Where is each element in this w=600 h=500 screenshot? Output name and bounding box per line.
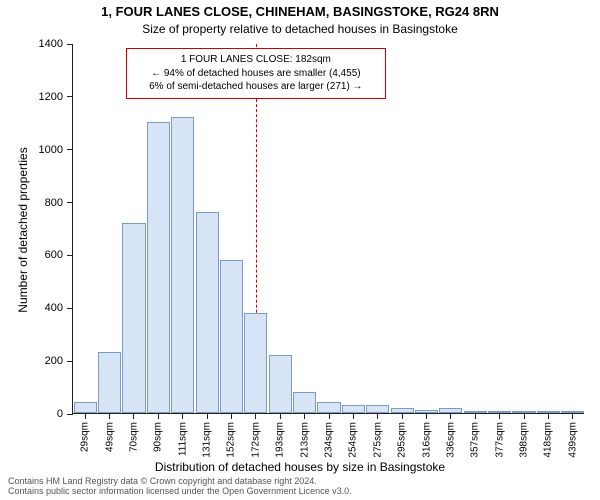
- x-tick-label: 131sqm: [202, 422, 213, 458]
- histogram-bar: [122, 223, 145, 413]
- x-tick-label: 172sqm: [250, 422, 261, 458]
- x-tick-label: 357sqm: [470, 422, 481, 458]
- y-tick-label: 1000: [29, 144, 63, 156]
- x-tick: [402, 413, 403, 419]
- x-tick-label: 49sqm: [104, 422, 115, 452]
- y-tick-label: 600: [29, 249, 63, 261]
- x-tick-label: 336sqm: [445, 422, 456, 458]
- x-tick: [304, 413, 305, 419]
- x-tick-label: 152sqm: [226, 422, 237, 458]
- x-tick: [133, 413, 134, 419]
- y-tick: [67, 96, 73, 97]
- x-tick-label: 90sqm: [153, 422, 164, 452]
- x-tick-label: 439sqm: [567, 422, 578, 458]
- x-tick: [475, 413, 476, 419]
- x-tick: [524, 413, 525, 419]
- x-tick-label: 254sqm: [348, 422, 359, 458]
- y-tick: [67, 202, 73, 203]
- x-tick: [255, 413, 256, 419]
- y-tick-label: 1400: [29, 38, 63, 50]
- x-tick-label: 275sqm: [372, 422, 383, 458]
- histogram-bar: [342, 405, 365, 413]
- legend-line-2: 6% of semi-detached houses are larger (2…: [135, 80, 377, 94]
- footnote-line-1: Contains public sector information licen…: [8, 487, 352, 497]
- y-tick: [67, 44, 73, 45]
- x-tick-label: 111sqm: [177, 422, 188, 456]
- x-tick: [450, 413, 451, 419]
- x-tick-label: 316sqm: [421, 422, 432, 458]
- chart-plot-area: 1 FOUR LANES CLOSE: 182sqm ← 94% of deta…: [72, 44, 584, 414]
- chart-title-sub: Size of property relative to detached ho…: [0, 22, 600, 36]
- x-tick: [207, 413, 208, 419]
- x-tick-label: 213sqm: [299, 422, 310, 458]
- y-tick-label: 0: [29, 408, 63, 420]
- x-axis-label: Distribution of detached houses by size …: [0, 460, 600, 474]
- histogram-bar: [269, 355, 292, 413]
- histogram-bar: [171, 117, 194, 413]
- histogram-bar: [244, 313, 267, 413]
- histogram-bar: [220, 260, 243, 413]
- x-tick: [158, 413, 159, 419]
- legend-line-1: ← 94% of detached houses are smaller (4,…: [135, 67, 377, 81]
- x-tick: [280, 413, 281, 419]
- y-tick-label: 200: [29, 355, 63, 367]
- y-tick: [67, 361, 73, 362]
- histogram-bar: [317, 402, 340, 413]
- x-tick: [182, 413, 183, 419]
- x-tick-label: 418sqm: [543, 422, 554, 458]
- y-tick: [67, 414, 73, 415]
- x-tick: [377, 413, 378, 419]
- x-tick-label: 398sqm: [519, 422, 530, 458]
- histogram-bar: [366, 405, 389, 413]
- y-tick-label: 1200: [29, 91, 63, 103]
- legend-line-0: 1 FOUR LANES CLOSE: 182sqm: [135, 53, 377, 67]
- x-tick: [426, 413, 427, 419]
- y-tick: [67, 255, 73, 256]
- x-tick: [353, 413, 354, 419]
- x-tick-label: 295sqm: [397, 422, 408, 458]
- legend-box: 1 FOUR LANES CLOSE: 182sqm ← 94% of deta…: [126, 48, 386, 99]
- footnote: Contains HM Land Registry data © Crown c…: [8, 477, 352, 497]
- x-tick-label: 377sqm: [494, 422, 505, 458]
- x-tick: [85, 413, 86, 419]
- histogram-bar: [147, 122, 170, 413]
- x-tick: [572, 413, 573, 419]
- x-tick-label: 29sqm: [80, 422, 91, 452]
- y-tick-label: 800: [29, 197, 63, 209]
- histogram-bar: [98, 352, 121, 413]
- histogram-bar: [293, 392, 316, 413]
- x-tick: [109, 413, 110, 419]
- y-tick: [67, 149, 73, 150]
- chart-title-main: 1, FOUR LANES CLOSE, CHINEHAM, BASINGSTO…: [0, 4, 600, 19]
- y-axis-label: Number of detached properties: [16, 147, 30, 312]
- x-tick-label: 70sqm: [128, 422, 139, 452]
- x-tick: [329, 413, 330, 419]
- x-tick-label: 234sqm: [324, 422, 335, 458]
- y-tick-label: 400: [29, 302, 63, 314]
- x-tick: [499, 413, 500, 419]
- histogram-bar: [196, 212, 219, 413]
- x-tick-label: 193sqm: [275, 422, 286, 458]
- y-tick: [67, 308, 73, 309]
- x-tick: [231, 413, 232, 419]
- histogram-bar: [74, 402, 97, 413]
- x-tick: [548, 413, 549, 419]
